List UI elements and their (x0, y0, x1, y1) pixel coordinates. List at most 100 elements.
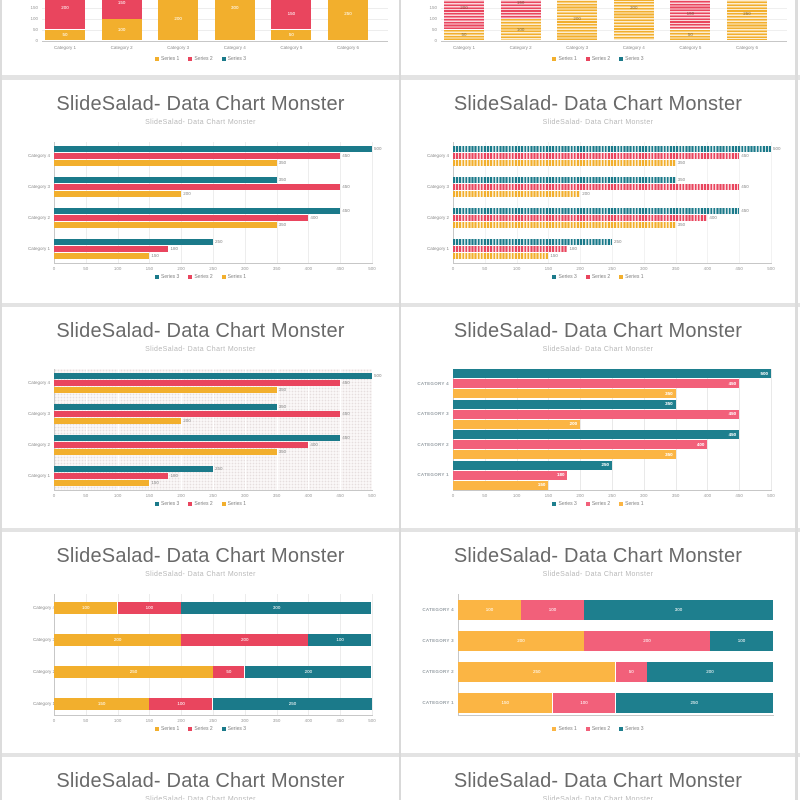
legend-marker-icon (619, 274, 624, 279)
slide-preview-2[interactable]: 0501001505020050Category 110015050Catego… (401, 0, 795, 75)
bar-segment (54, 602, 118, 614)
legend-marker-icon (585, 726, 590, 731)
bar-segment (328, 0, 368, 41)
value-label: 250 (344, 10, 352, 16)
value-label: 100 (177, 701, 185, 706)
value-label: 150 (151, 480, 159, 485)
bar-segment (54, 634, 181, 646)
category-label: Category 4 (27, 380, 50, 385)
value-label: 350 (278, 177, 287, 182)
bar-segment (613, 0, 654, 41)
value-label: 100 (82, 605, 90, 610)
bar-segment (54, 435, 341, 441)
legend-item: Series 1 (552, 56, 577, 62)
slide-preview-6[interactable]: SlideSalad- Data Chart Monster SlideSalad… (401, 307, 795, 528)
legend-label: Series 1 (558, 725, 577, 732)
legend-label: Series 1 (625, 273, 644, 280)
bar-segment (453, 160, 676, 166)
bar-segment (45, 0, 85, 30)
legend-item: Series 3 (154, 274, 179, 280)
value-label: 350 (278, 387, 287, 392)
legend: Series 1 Series 2 Series 3 (401, 56, 795, 62)
category-label: Category 6 (735, 44, 758, 50)
slide-preview-1[interactable]: 0501001505020050Category 110015050Catego… (2, 0, 399, 75)
grid-line (117, 369, 119, 490)
bar-segment (584, 600, 773, 620)
grid-line (548, 369, 550, 490)
bar-segment (615, 662, 647, 682)
legend-label: Series 3 (625, 725, 644, 732)
value-label: 50 (226, 669, 232, 674)
slide-subtitle: SlideSalad- Data Chart Monster (542, 346, 654, 353)
legend-item: Series 1 (619, 501, 644, 507)
slide-preview-8[interactable]: SlideSalad- Data Chart Monster SlideSalad… (401, 532, 795, 753)
category-label: Category 3 (27, 411, 50, 416)
axis-line (54, 490, 373, 491)
bar-segment (244, 666, 372, 678)
category-label: Category 3 (32, 637, 55, 642)
bar-segment (54, 153, 341, 159)
bar-segment (453, 222, 676, 228)
axis-tick-label: 500 (767, 492, 775, 498)
value-label: 350 (665, 401, 673, 406)
legend-item: Series 3 (619, 725, 644, 732)
slide-preview-7[interactable]: SlideSalad- Data Chart Monster SlideSalad… (2, 532, 399, 753)
grid-line (244, 369, 246, 490)
value-label: 450 (342, 208, 350, 213)
bar-segment (453, 409, 740, 419)
category-label: Category 2 (110, 44, 133, 50)
value-label: 350 (278, 449, 287, 454)
legend-marker-icon (585, 274, 590, 279)
grid-line (276, 142, 278, 263)
axis-tick-label: 150 (145, 492, 154, 498)
grid-line (85, 369, 87, 490)
grid-line (117, 142, 119, 263)
slide-preview-3[interactable]: SlideSalad- Data Chart Monster SlideSalad… (2, 80, 399, 303)
grid-line (580, 369, 582, 490)
legend-item: Series 2 (585, 274, 610, 280)
slide-preview-5[interactable]: SlideSalad- Data Chart Monster SlideSalad… (2, 307, 399, 528)
axis-tick-label: 100 (30, 16, 38, 22)
value-label: 150 (516, 0, 525, 6)
grid-line (484, 369, 486, 490)
grid-line (149, 142, 151, 263)
value-label: 450 (741, 153, 749, 158)
bar-segment (453, 450, 676, 459)
slide-preview-9[interactable]: SlideSalad- Data Chart Monster SlideSalad… (2, 757, 399, 800)
axis-line (453, 490, 772, 491)
axis-tick-label: 450 (735, 492, 743, 498)
value-label: 450 (741, 184, 749, 189)
value-label: 200 (174, 16, 182, 22)
legend-item: Series 2 (188, 274, 213, 280)
axis-tick-label: 450 (336, 265, 344, 271)
slide-preview-4[interactable]: SlideSalad- Data Chart Monster SlideSalad… (401, 80, 795, 303)
bar-segment (453, 191, 581, 197)
legend-marker-icon (619, 56, 624, 61)
value-label: 200 (460, 5, 468, 11)
category-label: Category 2 (509, 44, 532, 50)
slide-cell: SlideSalad- Data Chart Monster SlideSalad… (2, 532, 399, 753)
legend-marker-icon (221, 501, 226, 506)
category-label: CATEGORY 2 (422, 669, 454, 674)
value-label: 200 (569, 421, 578, 426)
axis-tick-label: 50 (83, 717, 89, 723)
slide-cell: SlideSalad- Data Chart Monster SlideSalad… (401, 532, 795, 753)
legend-label: Series 2 (591, 55, 611, 62)
legend-marker-icon (154, 274, 159, 279)
value-label: 450 (342, 435, 350, 440)
category-label: Category 1 (452, 44, 475, 50)
grid-line (484, 142, 486, 263)
value-label: 450 (728, 380, 737, 386)
axis-tick-label: 0 (52, 265, 56, 271)
grid-line (181, 369, 183, 490)
bar-segment (453, 177, 676, 183)
legend-marker-icon (619, 501, 624, 506)
value-label: 250 (129, 669, 138, 674)
bar-segment (54, 208, 341, 214)
value-label: 500 (760, 370, 768, 376)
category-label: Category 1 (32, 701, 55, 706)
slide-title: SlideSalad- Data Chart Monster (453, 93, 743, 115)
axis-tick-label: 500 (368, 492, 376, 498)
slide-preview-10[interactable]: SlideSalad- Data Chart Monster SlideSalad… (401, 757, 795, 800)
category-label: Category 5 (679, 44, 702, 50)
